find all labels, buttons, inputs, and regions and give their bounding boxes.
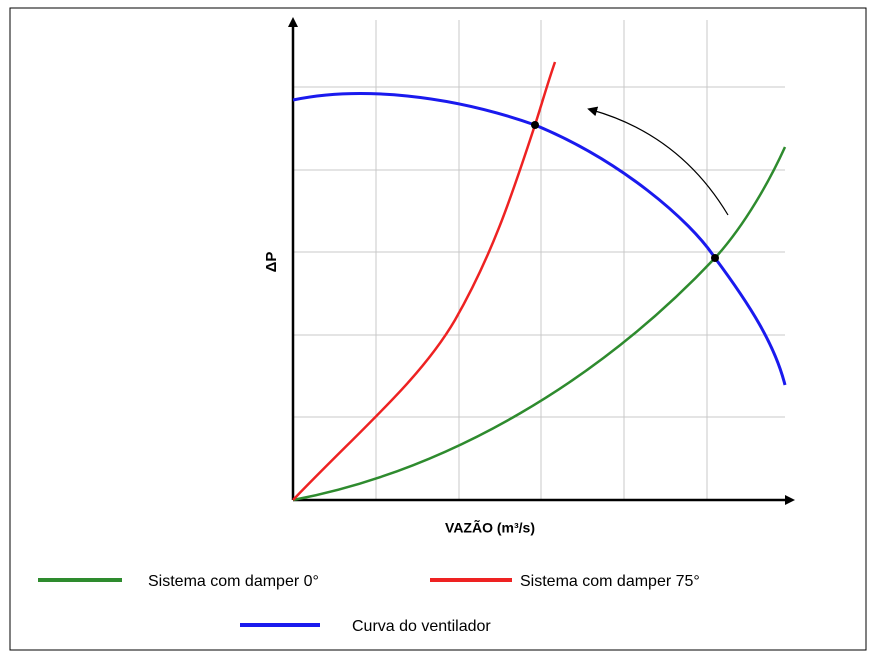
system-curve-0: [292, 146, 787, 502]
frame: [9, 7, 867, 651]
shift-arrow: [587, 106, 729, 216]
legend-label: Curva do ventilador: [352, 618, 491, 635]
x-axis-label: VAZÃO (m³/s): [445, 519, 535, 536]
operating-point: [711, 254, 719, 262]
legend-label: Sistema com damper 0°: [148, 573, 319, 590]
system-curve-75: [292, 61, 557, 501]
y-axis-label: ΔP: [263, 252, 280, 273]
grid: [293, 20, 785, 500]
operating-point: [531, 121, 539, 129]
legend-label: Sistema com damper 75°: [520, 573, 700, 590]
fan-curve: [292, 92, 787, 386]
